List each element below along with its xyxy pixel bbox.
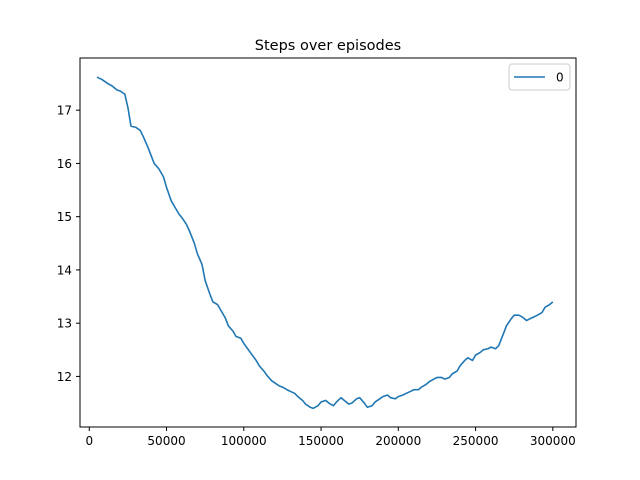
axes-frame: [79, 57, 577, 428]
y-tick-label: 12: [57, 370, 72, 384]
chart-title: Steps over episodes: [255, 38, 401, 54]
series-line-0: [96, 76, 554, 410]
y-tick-label: 13: [57, 317, 72, 331]
plot-area: [96, 76, 554, 410]
y-axis: 12 13 14 15 16 17: [57, 104, 80, 384]
x-axis: 0 50000 100000 150000 200000 250000 300000: [85, 427, 576, 448]
x-tick-label: 0: [85, 434, 93, 448]
y-tick-label: 14: [57, 263, 72, 277]
x-tick-label: 50000: [147, 434, 185, 448]
x-tick-label: 250000: [453, 434, 499, 448]
x-tick-label: 100000: [221, 434, 267, 448]
x-tick-label: 300000: [530, 434, 576, 448]
legend: 0: [508, 63, 571, 91]
y-tick-label: 17: [57, 104, 72, 118]
x-tick-label: 200000: [375, 434, 421, 448]
x-tick-label: 150000: [298, 434, 344, 448]
y-tick-label: 15: [57, 210, 72, 224]
legend-entry-0: 0: [556, 71, 564, 85]
y-tick-label: 16: [57, 157, 72, 171]
